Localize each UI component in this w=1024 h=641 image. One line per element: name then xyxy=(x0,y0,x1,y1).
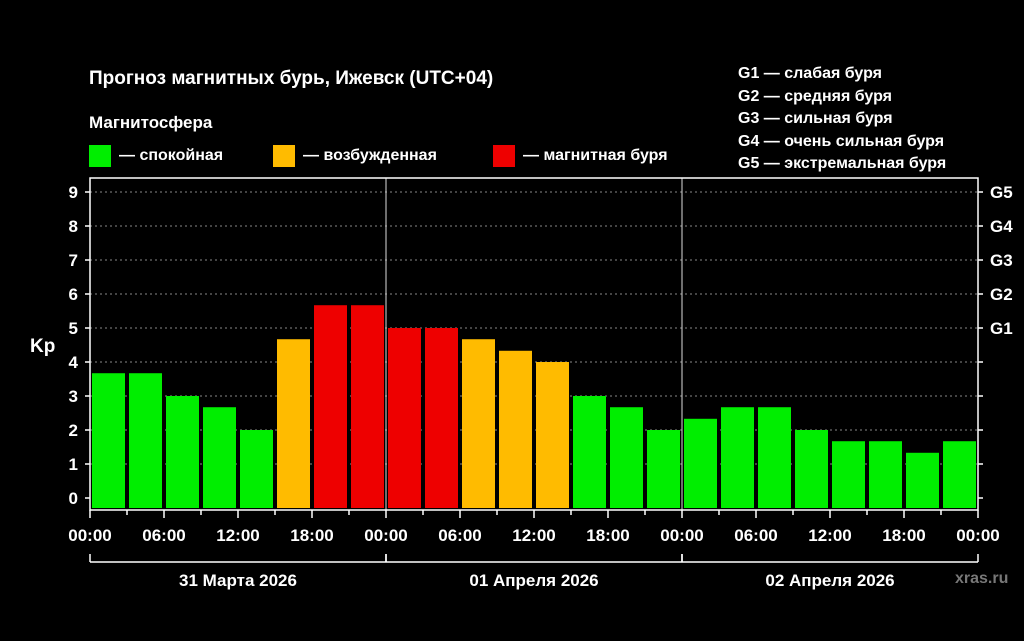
kp-bar xyxy=(462,339,495,508)
x-tick-label: 00:00 xyxy=(956,526,999,545)
x-tick-label: 12:00 xyxy=(216,526,259,545)
day-label: 01 Апреля 2026 xyxy=(469,571,598,590)
x-tick-label: 18:00 xyxy=(586,526,629,545)
legend-item-active: — возбужденная xyxy=(273,145,437,167)
y-tick-label: 6 xyxy=(69,285,78,304)
g-tick-label: G5 xyxy=(990,183,1013,202)
kp-bar xyxy=(277,339,310,508)
kp-bar xyxy=(425,328,458,508)
x-tick-label: 06:00 xyxy=(142,526,185,545)
kp-bar xyxy=(647,430,680,508)
y-tick-label: 1 xyxy=(69,455,78,474)
legend-swatch-storm xyxy=(493,145,515,167)
y-tick-label: 7 xyxy=(69,251,78,270)
chart-title: Прогноз магнитных бурь, Ижевск (UTC+04) xyxy=(89,68,494,89)
y-tick-label: 8 xyxy=(69,217,78,236)
kp-bar xyxy=(573,396,606,508)
y-tick-label: 0 xyxy=(69,489,78,508)
x-tick-label: 00:00 xyxy=(68,526,111,545)
watermark: xras.ru xyxy=(955,570,1009,587)
kp-bar xyxy=(351,305,384,508)
g-legend-item: G4 — очень сильная буря xyxy=(738,132,945,150)
g-legend-item: G3 — сильная буря xyxy=(738,110,893,127)
y-tick-label: 5 xyxy=(69,319,78,338)
kp-bar xyxy=(92,373,125,508)
y-axis-label: Kp xyxy=(30,336,56,357)
legend-item-quiet: — спокойная xyxy=(89,145,223,167)
g-tick-label: G1 xyxy=(990,319,1013,338)
chart-subtitle: Магнитосфера xyxy=(89,113,213,132)
legend-swatch-active xyxy=(273,145,295,167)
kp-bar xyxy=(610,407,643,508)
day-label: 31 Марта 2026 xyxy=(179,571,297,590)
g-legend-item: G1 — слабая буря xyxy=(738,65,883,82)
y-tick-label: 9 xyxy=(69,183,78,202)
g-scale-legend: G1 — слабая буря G2 — средняя буря G3 — … xyxy=(738,63,946,176)
legend-label-quiet: — спокойная xyxy=(119,147,224,164)
x-tick-label: 00:00 xyxy=(364,526,407,545)
legend-label-active: — возбужденная xyxy=(303,147,437,164)
g-tick-label: G3 xyxy=(990,251,1013,270)
kp-bar xyxy=(499,350,532,508)
legend-item-storm: — магнитная буря xyxy=(493,145,668,167)
g-legend-item: G5 — экстремальная буря xyxy=(738,155,947,172)
kp-bar xyxy=(795,430,828,508)
x-tick-label: 06:00 xyxy=(734,526,777,545)
x-tick-label: 18:00 xyxy=(290,526,333,545)
x-tick-label: 18:00 xyxy=(882,526,925,545)
g-tick-label: G4 xyxy=(990,217,1013,236)
y-tick-label: 4 xyxy=(69,353,79,372)
kp-bar xyxy=(684,418,717,508)
x-tick-label: 06:00 xyxy=(438,526,481,545)
kp-bar xyxy=(166,396,199,508)
y-tick-label: 2 xyxy=(69,421,78,440)
kp-bar xyxy=(388,328,421,508)
x-tick-label: 12:00 xyxy=(512,526,555,545)
kp-bar xyxy=(536,362,569,508)
kp-bar xyxy=(129,373,162,508)
kp-bar xyxy=(721,407,754,508)
kp-bar xyxy=(869,441,902,508)
kp-bar xyxy=(314,305,347,508)
legend-label-storm: — магнитная буря xyxy=(523,147,668,164)
bars-group xyxy=(92,305,976,508)
x-tick-label: 00:00 xyxy=(660,526,703,545)
legend-swatch-quiet xyxy=(89,145,111,167)
y-tick-label: 3 xyxy=(69,387,78,406)
kp-bar xyxy=(758,407,791,508)
g-legend-item: G2 — средняя буря xyxy=(738,87,892,105)
kp-bar xyxy=(203,407,236,508)
kp-bar xyxy=(240,430,273,508)
kp-bar xyxy=(943,441,976,508)
kp-bar xyxy=(832,441,865,508)
g-tick-label: G2 xyxy=(990,285,1013,304)
day-label: 02 Апреля 2026 xyxy=(765,571,894,590)
x-tick-label: 12:00 xyxy=(808,526,851,545)
kp-bar xyxy=(906,452,939,508)
